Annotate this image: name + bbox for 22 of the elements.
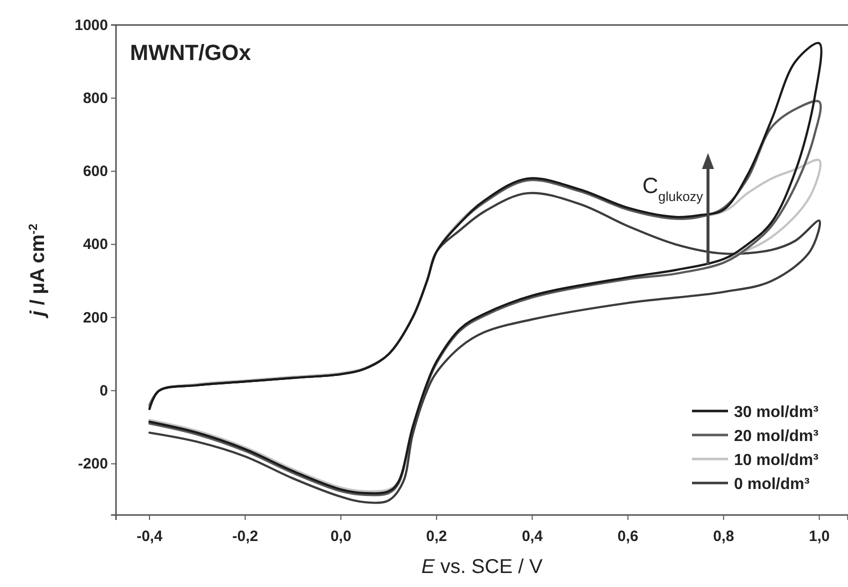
y-tick-label: 800 — [82, 90, 108, 107]
annotation: C$_{glukozy}$ — [642, 173, 704, 204]
text: MWNT/GOx — [130, 40, 252, 65]
y-tick-label: 600 — [82, 163, 108, 180]
legend-label: 30 mol/dm³ — [734, 404, 818, 421]
x-tick-label: 0,8 — [713, 528, 734, 545]
x-tick-label: 0,0 — [330, 528, 352, 545]
legend-label: 20 mol/dm³ — [734, 428, 818, 445]
x-tick-label: 1,0 — [808, 528, 830, 545]
x-tick-label: -0,4 — [136, 528, 164, 545]
legend-label: 10 mol/dm³ — [734, 452, 818, 469]
x-tick-label: 0,6 — [617, 528, 638, 545]
x-tick-label: -0,2 — [232, 528, 258, 545]
y-tick-label: 400 — [82, 236, 108, 254]
y-tick-label: 0 — [100, 382, 108, 400]
x-axis-title: E vs. SCE / V — [421, 556, 544, 578]
x-tick-label: 0,4 — [522, 528, 544, 545]
legend-label: 0 mol/dm³ — [734, 476, 810, 493]
x-tick-label: 0,2 — [426, 528, 447, 545]
y-tick-label: -200 — [78, 456, 108, 473]
y-tick-label: 200 — [82, 309, 108, 326]
y-tick-label: 1000 — [74, 16, 108, 34]
